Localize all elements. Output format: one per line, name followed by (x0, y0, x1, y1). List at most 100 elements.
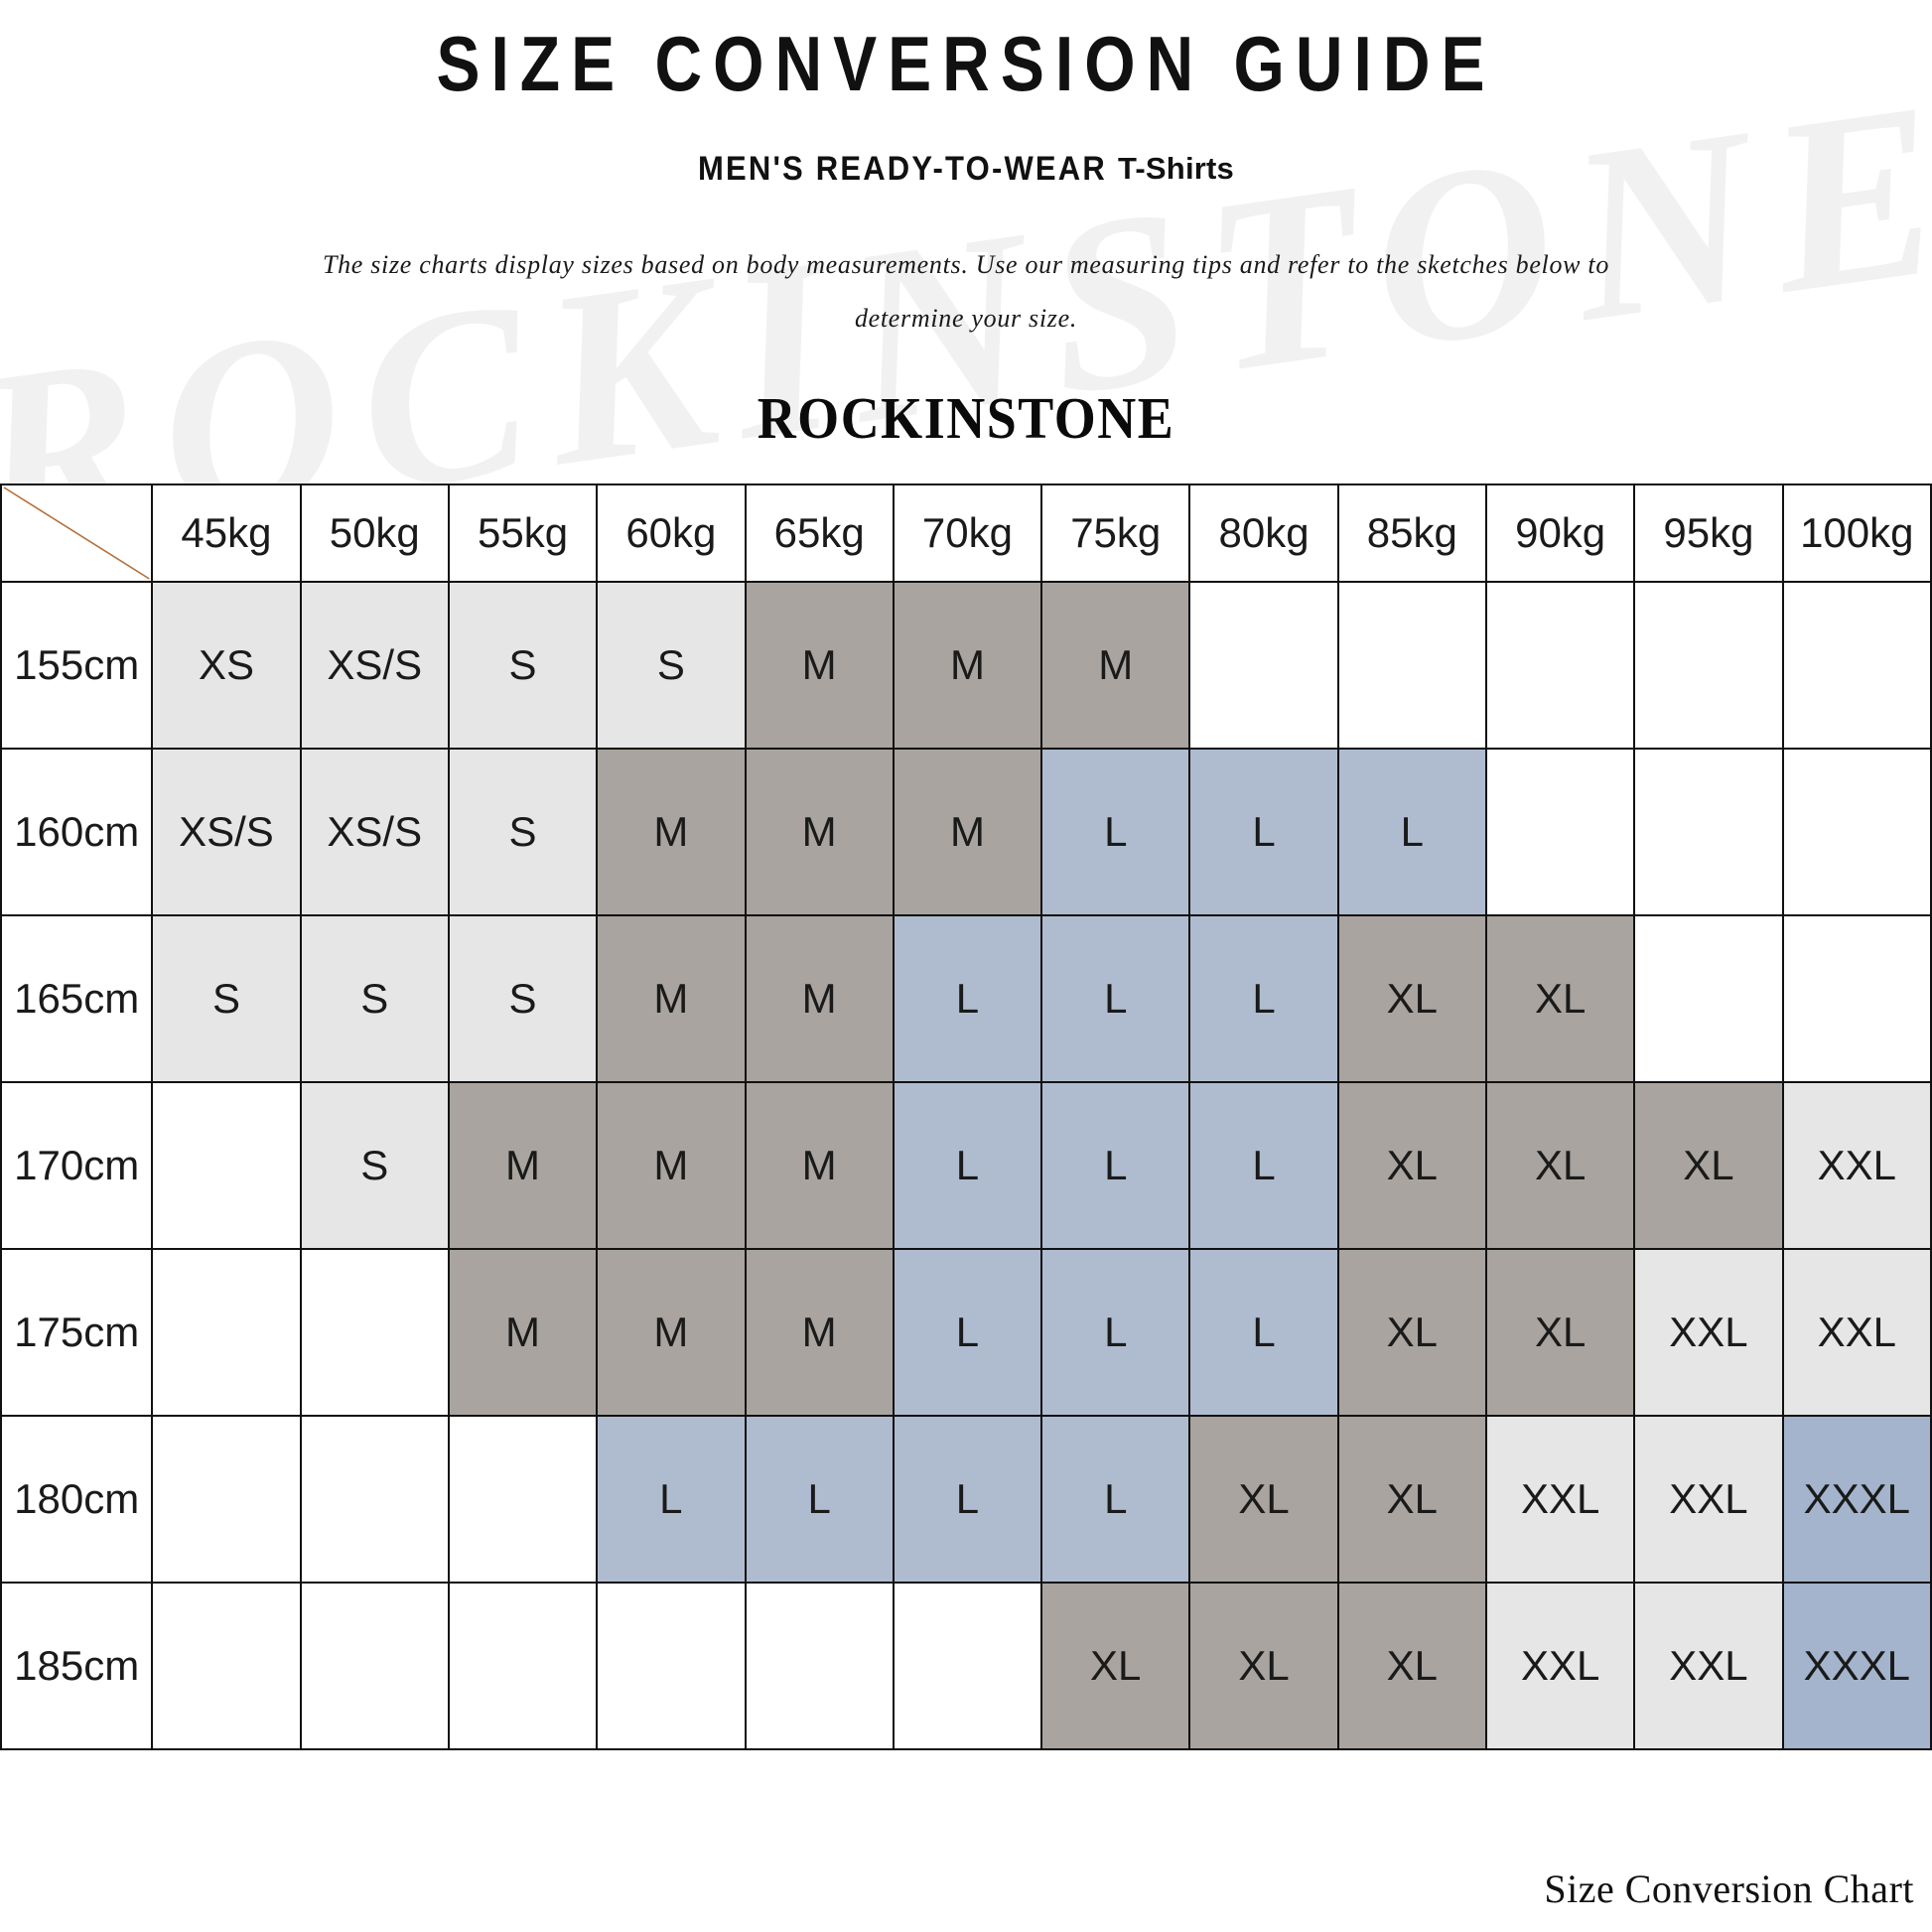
size-cell-165cm-70kg: L (892, 914, 1043, 1083)
table-row: 160cm XS/S XS/S S M M M L L L (0, 748, 1932, 916)
size-cell-170cm-90kg: XL (1484, 1081, 1636, 1250)
table-body: 155cm XS XS/S S S M M M 160cm XS/S XS/S S M M M L L L 165c… (0, 581, 1932, 1750)
size-cell-160cm-85kg: L (1336, 748, 1487, 916)
height-label-175cm: 175cm (0, 1248, 154, 1417)
weight-header-50kg: 50kg (299, 483, 450, 583)
size-cell-170cm-70kg: L (892, 1081, 1043, 1250)
size-cell-170cm-50kg: S (299, 1081, 450, 1250)
weight-header-90kg: 90kg (1484, 483, 1636, 583)
size-cell-185cm-95kg: XXL (1633, 1582, 1784, 1750)
height-label-170cm: 170cm (0, 1081, 154, 1250)
size-cell-180cm-45kg (151, 1415, 302, 1584)
subtitle-category: MEN'S READY-TO-WEAR (697, 148, 1107, 189)
size-cell-175cm-70kg: L (892, 1248, 1043, 1417)
size-cell-185cm-65kg (744, 1582, 895, 1750)
size-cell-155cm-70kg: M (892, 581, 1043, 750)
size-cell-170cm-60kg: M (596, 1081, 747, 1250)
size-cell-155cm-65kg: M (744, 581, 895, 750)
size-cell-155cm-85kg (1336, 581, 1487, 750)
size-cell-180cm-100kg: XXXL (1781, 1415, 1932, 1584)
table-row: 170cm S M M M L L L XL XL XL XXL (0, 1081, 1932, 1250)
weight-header-45kg: 45kg (151, 483, 302, 583)
size-cell-175cm-85kg: XL (1336, 1248, 1487, 1417)
weight-header-65kg: 65kg (744, 483, 895, 583)
size-cell-185cm-100kg: XXXL (1781, 1582, 1932, 1750)
size-cell-180cm-50kg (299, 1415, 450, 1584)
size-cell-180cm-95kg: XXL (1633, 1415, 1784, 1584)
size-cell-185cm-45kg (151, 1582, 302, 1750)
weight-header-80kg: 80kg (1188, 483, 1339, 583)
size-cell-160cm-90kg (1484, 748, 1636, 916)
weight-header-55kg: 55kg (447, 483, 599, 583)
size-cell-175cm-65kg: M (744, 1248, 895, 1417)
size-cell-160cm-70kg: M (892, 748, 1043, 916)
size-cell-160cm-60kg: M (596, 748, 747, 916)
corner-cell-diagonal (0, 483, 154, 583)
weight-header-100kg: 100kg (1781, 483, 1932, 583)
weight-header-70kg: 70kg (892, 483, 1043, 583)
size-cell-165cm-45kg: S (151, 914, 302, 1083)
size-cell-185cm-75kg: XL (1040, 1582, 1191, 1750)
size-cell-180cm-55kg (447, 1415, 599, 1584)
weight-header-85kg: 85kg (1336, 483, 1487, 583)
size-cell-175cm-100kg: XXL (1781, 1248, 1932, 1417)
size-cell-165cm-75kg: L (1040, 914, 1191, 1083)
size-cell-155cm-50kg: XS/S (299, 581, 450, 750)
size-cell-170cm-45kg (151, 1081, 302, 1250)
size-cell-160cm-95kg (1633, 748, 1784, 916)
size-conversion-table: 45kg 50kg 55kg 60kg 65kg 70kg 75kg 80kg … (0, 483, 1932, 1750)
weight-header-95kg: 95kg (1633, 483, 1784, 583)
size-cell-185cm-70kg (892, 1582, 1043, 1750)
size-cell-160cm-75kg: L (1040, 748, 1191, 916)
size-cell-185cm-85kg: XL (1336, 1582, 1487, 1750)
size-cell-175cm-95kg: XXL (1633, 1248, 1784, 1417)
size-cell-175cm-55kg: M (447, 1248, 599, 1417)
size-cell-165cm-80kg: L (1188, 914, 1339, 1083)
size-cell-160cm-45kg: XS/S (151, 748, 302, 916)
subtitle: MEN'S READY-TO-WEAR T-Shirts (0, 148, 1932, 189)
size-cell-170cm-75kg: L (1040, 1081, 1191, 1250)
table-row: 185cm XL XL XL XXL XXL XXXL (0, 1582, 1932, 1750)
size-cell-165cm-60kg: M (596, 914, 747, 1083)
description-text: The size charts display sizes based on b… (322, 250, 1610, 333)
size-cell-160cm-65kg: M (744, 748, 895, 916)
size-cell-180cm-90kg: XXL (1484, 1415, 1636, 1584)
table-row: 155cm XS XS/S S S M M M (0, 581, 1932, 750)
size-cell-170cm-95kg: XL (1633, 1081, 1784, 1250)
size-cell-155cm-45kg: XS (151, 581, 302, 750)
footer-caption: Size Conversion Chart (1544, 1866, 1914, 1911)
table-row: 165cm S S S M M L L L XL XL (0, 914, 1932, 1083)
height-label-180cm: 180cm (0, 1415, 154, 1584)
height-label-165cm: 165cm (0, 914, 154, 1083)
subtitle-product: T-Shirts (1117, 151, 1234, 186)
size-cell-185cm-50kg (299, 1582, 450, 1750)
size-cell-155cm-75kg: M (1040, 581, 1191, 750)
size-cell-175cm-90kg: XL (1484, 1248, 1636, 1417)
size-cell-185cm-80kg: XL (1188, 1582, 1339, 1750)
weight-header-60kg: 60kg (596, 483, 747, 583)
size-cell-170cm-80kg: L (1188, 1081, 1339, 1250)
size-cell-165cm-50kg: S (299, 914, 450, 1083)
size-cell-165cm-100kg (1781, 914, 1932, 1083)
size-cell-160cm-55kg: S (447, 748, 599, 916)
size-cell-185cm-90kg: XXL (1484, 1582, 1636, 1750)
diagonal-divider-icon (3, 486, 150, 580)
size-cell-170cm-55kg: M (447, 1081, 599, 1250)
size-cell-160cm-100kg (1781, 748, 1932, 916)
size-cell-180cm-65kg: L (744, 1415, 895, 1584)
size-cell-165cm-55kg: S (447, 914, 599, 1083)
size-cell-155cm-80kg (1188, 581, 1339, 750)
table-header-row: 45kg 50kg 55kg 60kg 65kg 70kg 75kg 80kg … (0, 483, 1932, 583)
table-row: 180cm L L L L XL XL XXL XXL XXXL (0, 1415, 1932, 1584)
size-cell-180cm-85kg: XL (1336, 1415, 1487, 1584)
size-cell-175cm-75kg: L (1040, 1248, 1191, 1417)
size-cell-180cm-75kg: L (1040, 1415, 1191, 1584)
size-cell-155cm-95kg (1633, 581, 1784, 750)
size-cell-165cm-95kg (1633, 914, 1784, 1083)
size-cell-160cm-80kg: L (1188, 748, 1339, 916)
size-cell-185cm-55kg (447, 1582, 599, 1750)
size-cell-155cm-55kg: S (447, 581, 599, 750)
size-cell-180cm-80kg: XL (1188, 1415, 1339, 1584)
size-cell-165cm-85kg: XL (1336, 914, 1487, 1083)
